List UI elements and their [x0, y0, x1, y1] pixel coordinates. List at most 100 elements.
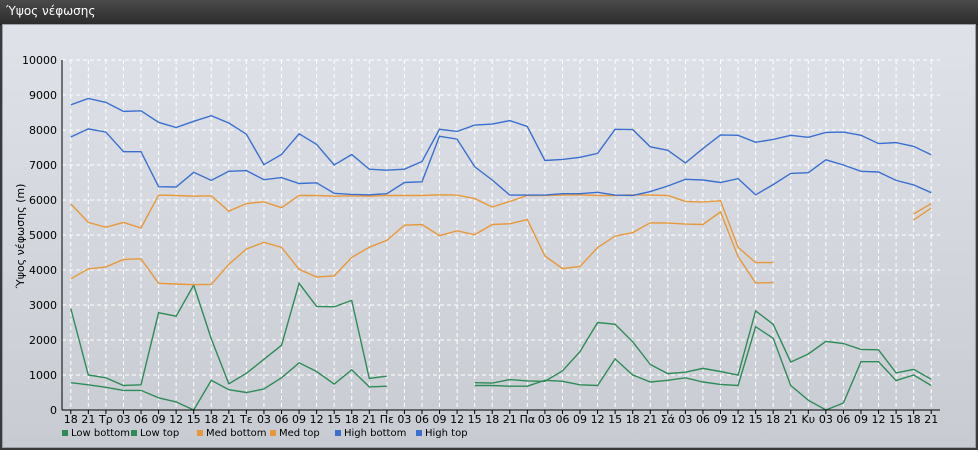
- x-tick-label: 09: [714, 413, 728, 426]
- series-med-top: [70, 194, 932, 264]
- legend-label: Med top: [279, 428, 320, 439]
- x-tick-label: 18: [485, 413, 499, 426]
- legend-label: High top: [425, 428, 468, 439]
- y-tick-label: 5000: [29, 229, 57, 242]
- series-layer: [70, 97, 932, 411]
- x-tick-label: Τρ: [98, 413, 113, 426]
- x-tick-label: 06: [134, 413, 148, 426]
- legend-item[interactable]: Med bottom: [197, 428, 266, 439]
- legend-swatch: [197, 430, 203, 436]
- series-line: [70, 281, 387, 387]
- series-line: [70, 361, 387, 411]
- axes: 0 1000 2000 3000 4000 5000 6000 7000 8000 9000 100…: [22, 54, 940, 426]
- x-tick-label: 09: [573, 413, 587, 426]
- x-tick-label: Πα: [520, 413, 536, 426]
- y-tick-label: 4000: [29, 264, 57, 277]
- legend-item[interactable]: Med top: [270, 428, 320, 439]
- x-tick-label: 03: [257, 413, 271, 426]
- legend-swatch: [62, 430, 68, 436]
- x-tick-label: 03: [678, 413, 692, 426]
- legend-swatch: [335, 430, 341, 436]
- x-tick-label: 18: [626, 413, 640, 426]
- x-tick-label: 03: [116, 413, 130, 426]
- x-tick-label: Τε: [239, 413, 253, 426]
- x-tick-label: 15: [749, 413, 763, 426]
- y-tick-label: 6000: [29, 194, 57, 207]
- series-high-top: [70, 97, 932, 171]
- x-tick-label: 09: [292, 413, 306, 426]
- x-tick-label: 18: [907, 413, 921, 426]
- series-line: [70, 128, 932, 197]
- series-high-bottom: [70, 128, 932, 197]
- x-tick-label: 15: [327, 413, 341, 426]
- legend-swatch: [270, 430, 276, 436]
- x-tick-label: 12: [731, 413, 745, 426]
- x-tick-label: Σά: [661, 413, 675, 426]
- legend-label: Low top: [140, 428, 179, 439]
- x-tick-label: 21: [222, 413, 236, 426]
- x-tick-label: 18: [345, 413, 359, 426]
- legend-swatch: [131, 430, 137, 436]
- x-tick-label: 15: [187, 413, 201, 426]
- x-tick-label: 21: [924, 413, 938, 426]
- y-tick-label: 9000: [29, 89, 57, 102]
- legend-label: High bottom: [344, 428, 406, 439]
- series-line: [474, 309, 932, 384]
- y-tick-label: 3000: [29, 299, 57, 312]
- y-tick-label: 8000: [29, 124, 57, 137]
- x-tick-label: 09: [854, 413, 868, 426]
- series-low-top: [70, 281, 932, 387]
- x-tick-label: 21: [784, 413, 798, 426]
- legend-label: Low bottom: [71, 428, 130, 439]
- x-tick-label: 12: [872, 413, 886, 426]
- series-line: [913, 202, 932, 215]
- x-tick-label: 03: [397, 413, 411, 426]
- x-tick-label: 18: [766, 413, 780, 426]
- x-tick-label: 21: [81, 413, 95, 426]
- y-tick-label: 2000: [29, 334, 57, 347]
- x-tick-label: 21: [362, 413, 376, 426]
- y-tick-label: 1000: [29, 369, 57, 382]
- x-tick-label: 18: [64, 413, 78, 426]
- x-tick-label: 12: [310, 413, 324, 426]
- series-med-bottom: [70, 207, 932, 286]
- legend-label: Med bottom: [206, 428, 266, 439]
- x-tick-label: 21: [503, 413, 517, 426]
- x-tick-label: 06: [836, 413, 850, 426]
- x-tick-label: 21: [643, 413, 657, 426]
- grid-lines: [62, 59, 940, 410]
- series-low-bottom: [70, 325, 932, 411]
- x-tick-label: 18: [204, 413, 218, 426]
- x-tick-label: 15: [468, 413, 482, 426]
- series-line: [70, 194, 774, 264]
- y-tick-label: 0: [50, 404, 57, 417]
- y-tick-label: 10000: [22, 54, 57, 67]
- x-tick-label: 15: [608, 413, 622, 426]
- x-tick-label: 12: [169, 413, 183, 426]
- x-tick-label: 12: [450, 413, 464, 426]
- x-tick-label: 03: [819, 413, 833, 426]
- x-tick-label: 12: [591, 413, 605, 426]
- x-tick-label: Πε: [380, 413, 394, 426]
- window-title: Ύψος νέφωσης: [6, 4, 96, 18]
- legend-item[interactable]: Low bottom: [62, 428, 130, 439]
- series-line: [474, 325, 932, 411]
- series-line: [70, 210, 774, 286]
- y-axis-label: Ύψος νέφωσης (m): [14, 184, 27, 290]
- legend[interactable]: Low bottom Low top Med bottom Med top High b…: [62, 428, 468, 439]
- x-tick-label: 06: [555, 413, 569, 426]
- x-tick-label: 03: [538, 413, 552, 426]
- legend-item[interactable]: Low top: [131, 428, 179, 439]
- legend-item[interactable]: High bottom: [335, 428, 406, 439]
- legend-swatch: [416, 430, 422, 436]
- x-tick-label: 06: [696, 413, 710, 426]
- x-tick-label: Κυ: [802, 413, 816, 426]
- series-line: [70, 97, 932, 171]
- x-tick-label: 09: [152, 413, 166, 426]
- y-tick-label: 7000: [29, 159, 57, 172]
- legend-item[interactable]: High top: [416, 428, 468, 439]
- x-tick-label: 09: [433, 413, 447, 426]
- x-tick-label: 06: [415, 413, 429, 426]
- series-line: [913, 207, 932, 221]
